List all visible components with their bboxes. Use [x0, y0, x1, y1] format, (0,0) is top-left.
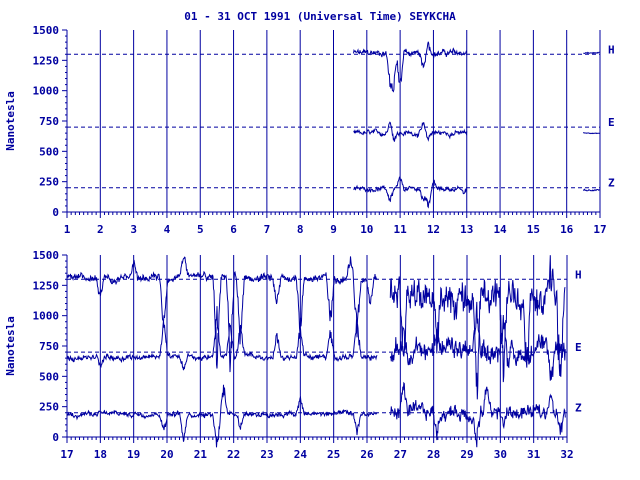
- y-tick-label: 750: [39, 340, 59, 353]
- x-tick-label: 5: [197, 223, 204, 236]
- y-tick-label: 0: [52, 206, 59, 219]
- x-tick-label: 17: [60, 448, 73, 461]
- x-tick-label: 4: [164, 223, 171, 236]
- x-tick-label: 30: [494, 448, 507, 461]
- x-tick-label: 6: [230, 223, 237, 236]
- y-tick-label: 1000: [33, 85, 60, 98]
- x-tick-label: 28: [427, 448, 440, 461]
- x-tick-label: 22: [227, 448, 240, 461]
- trace-z: [582, 188, 601, 192]
- trace-h: [389, 255, 566, 400]
- x-tick-label: 19: [127, 448, 140, 461]
- x-tick-label: 2: [97, 223, 104, 236]
- y-axis-label: Nanotesla: [4, 316, 17, 376]
- x-tick-label: 1: [64, 223, 71, 236]
- trace-e: [66, 306, 378, 371]
- chart-title: 01 - 31 OCT 1991 (Universal Time) SEYKCH…: [184, 10, 456, 23]
- trace-e: [389, 301, 566, 381]
- component-label-z: Z: [575, 402, 582, 415]
- x-tick-label: 10: [360, 223, 373, 236]
- component-label-h: H: [575, 268, 582, 281]
- x-tick-label: 24: [294, 448, 308, 461]
- x-tick-label: 20: [160, 448, 173, 461]
- trace-h: [66, 256, 378, 373]
- x-tick-label: 29: [460, 448, 473, 461]
- x-tick-label: 15: [527, 223, 540, 236]
- y-tick-label: 250: [39, 401, 59, 414]
- bottom-panel: 17 18 19 20 21 22 23 24 25 26 27 28 29 30 31 32 0 250 500 7…: [4, 249, 582, 461]
- x-tick-label: 31: [527, 448, 541, 461]
- y-tick-label: 750: [39, 115, 59, 128]
- y-tick-label: 500: [39, 145, 59, 158]
- x-tick-label: 9: [330, 223, 337, 236]
- x-tick-label: 26: [360, 448, 374, 461]
- x-tick-label: 32: [560, 448, 573, 461]
- component-label-e: E: [575, 341, 582, 354]
- trace-e: [582, 131, 601, 135]
- x-tick-label: 18: [94, 448, 107, 461]
- x-tick-label: 21: [194, 448, 208, 461]
- x-tick-label: 12: [427, 223, 440, 236]
- trace-e: [353, 121, 468, 142]
- trace-z: [353, 175, 468, 209]
- x-tick-label: 17: [593, 223, 606, 236]
- x-tick-label: 8: [297, 223, 304, 236]
- y-tick-label: 1500: [33, 24, 60, 37]
- trace-z: [66, 384, 378, 448]
- x-tick-label: 11: [394, 223, 408, 236]
- component-label-z: Z: [608, 177, 615, 190]
- x-tick-label: 25: [327, 448, 340, 461]
- y-tick-label: 1000: [33, 310, 60, 323]
- x-tick-label: 23: [260, 448, 273, 461]
- x-tick-label: 3: [130, 223, 137, 236]
- component-label-e: E: [608, 116, 615, 129]
- y-tick-label: 250: [39, 176, 59, 189]
- y-tick-label: 1250: [33, 54, 60, 67]
- x-tick-label: 7: [264, 223, 271, 236]
- y-tick-label: 0: [52, 431, 59, 444]
- x-tick-label: 14: [493, 223, 507, 236]
- x-tick-label: 27: [394, 448, 407, 461]
- y-tick-label: 500: [39, 370, 59, 383]
- trace-z: [389, 381, 566, 448]
- y-tick-label: 1250: [33, 279, 60, 292]
- x-tick-label: 16: [560, 223, 574, 236]
- y-tick-label: 1500: [33, 249, 60, 262]
- x-tick-label: 13: [460, 223, 473, 236]
- trace-h: [353, 41, 468, 93]
- y-axis-label: Nanotesla: [4, 91, 17, 151]
- top-panel: 1 2 3 4 5 6 7 8 9 10 11 12 13 14 15 16 17025050075010001…: [4, 24, 615, 236]
- trace-h: [583, 51, 601, 55]
- component-label-h: H: [608, 43, 615, 56]
